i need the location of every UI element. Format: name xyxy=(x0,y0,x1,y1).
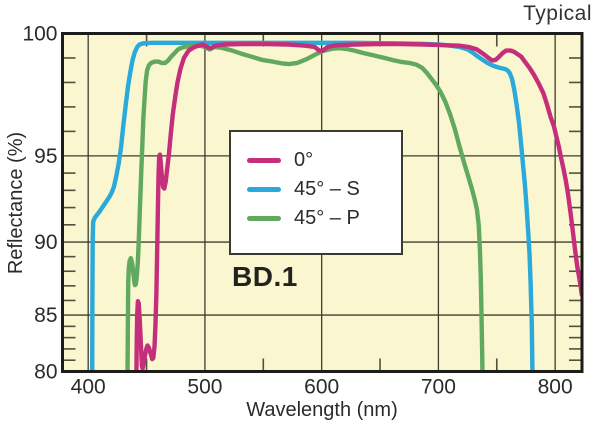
series-line-pink xyxy=(134,41,582,372)
x-tick-label: 400 xyxy=(71,376,106,399)
y-tick-label: 95 xyxy=(34,145,57,168)
series-curves xyxy=(90,40,582,372)
legend-box: 0° 45° – S 45° – P xyxy=(229,130,403,255)
y-tick-label: 80 xyxy=(34,361,57,384)
y-tick-labels: 80 85 90 95 100 xyxy=(22,23,57,384)
chart-id-label: BD.1 xyxy=(232,261,298,292)
legend-item: 45° – S xyxy=(247,175,401,204)
legend-item: 0° xyxy=(247,146,401,175)
x-tick-label: 500 xyxy=(187,376,222,399)
legend-item: 45° – P xyxy=(247,204,401,233)
legend-label: 0° xyxy=(294,149,314,171)
series-line-green xyxy=(125,43,485,372)
legend-label: 45° – S xyxy=(294,178,360,200)
y-axis-title: Reflectance (%) xyxy=(5,131,27,275)
typical-label: Typical xyxy=(523,2,592,25)
y-tick-label: 90 xyxy=(34,231,57,254)
y-tick-label: 100 xyxy=(22,23,57,46)
legend-swatch-blue xyxy=(247,187,281,192)
x-tick-labels: 400 500 600 700 800 xyxy=(71,376,573,399)
legend-swatch-green xyxy=(247,216,281,221)
x-tick-label: 700 xyxy=(421,376,456,399)
minor-ticks xyxy=(62,33,582,372)
x-tick-label: 800 xyxy=(538,376,573,399)
y-tick-label: 85 xyxy=(34,304,57,327)
x-axis-title: Wavelength (nm) xyxy=(246,399,398,421)
legend-label: 45° – P xyxy=(294,207,360,229)
x-tick-label: 600 xyxy=(304,376,339,399)
legend-swatch-pink xyxy=(247,158,281,163)
plot-border xyxy=(61,32,584,373)
